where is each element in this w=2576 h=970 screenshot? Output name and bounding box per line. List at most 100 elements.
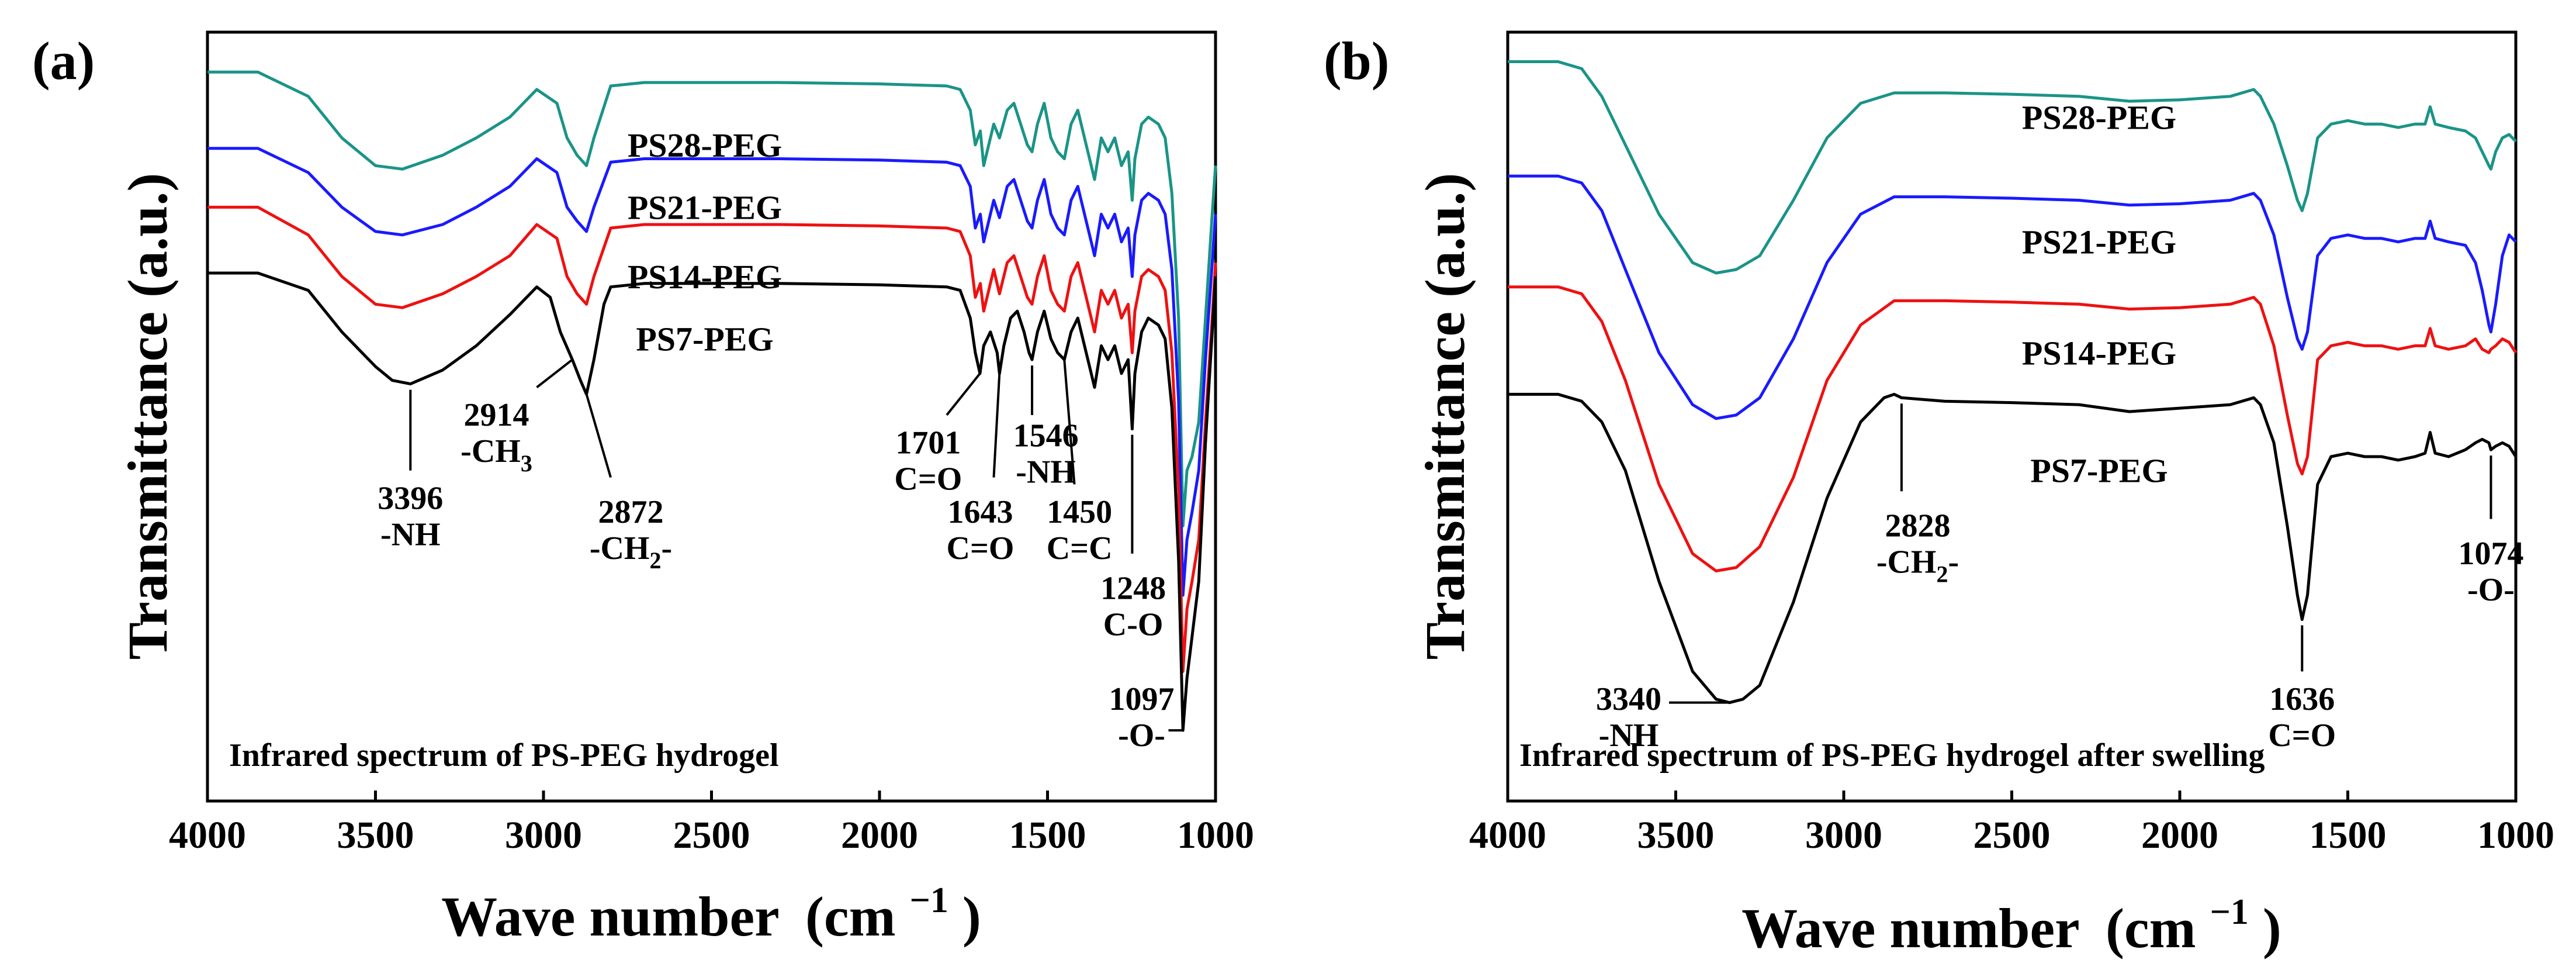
series-label-ps14-peg: PS14-PEG: [628, 258, 782, 296]
panel-a-x-axis-title-unit: (cm: [805, 885, 896, 948]
x-tick-label: 1000: [1177, 814, 1254, 857]
panel-a-y-axis-title: Transmittance (a.u.): [116, 173, 179, 660]
panel-b-caption: Infrared spectrum of PS-PEG hydrogel aft…: [1519, 737, 2265, 774]
series-line-ps7-peg: [207, 271, 1217, 732]
annotation-wavenumber: 1248: [1100, 570, 1166, 606]
peak-annotation-1097: 1097-O-: [1109, 681, 1183, 754]
x-tick-label: 3000: [505, 814, 582, 857]
annotation-wavenumber: 2872: [598, 494, 664, 530]
series-line-ps7-peg: [1508, 392, 2518, 705]
annotation-group-text: -O-: [1118, 717, 1165, 754]
annotation-group-label: C=O: [947, 530, 1015, 567]
annotation-group-label: -CH2-: [590, 530, 672, 574]
series-line-ps21-peg: [207, 147, 1217, 597]
panel-b-x-axis-title-main: Wave number: [1741, 897, 2079, 959]
annotation-group-label: C=O: [2268, 717, 2336, 754]
series-label-ps14-peg: PS14-PEG: [2022, 334, 2176, 372]
panel-b-x-ticks: 4000 3500 3000 2500 2000 1500 1000: [1469, 791, 2554, 857]
annotation-wavenumber: 2828: [1885, 508, 1951, 544]
annotation-wavenumber: 1450: [1047, 494, 1112, 530]
panel-b-series-group: PS28-PEG PS21-PEG PS14-PEG PS7-PEG: [1508, 60, 2518, 705]
peak-annotation-2914: 2914-CH3: [461, 358, 573, 477]
annotation-group-text: -NH: [1016, 454, 1076, 491]
annotation-wavenumber: 3340: [1596, 681, 1661, 717]
annotation-group-label: -O-: [1118, 717, 1165, 754]
annotation-group-text: C=O: [894, 461, 962, 497]
annotation-wavenumber: 1701: [895, 424, 961, 461]
annotation-group-label: -CH2-: [1876, 544, 1959, 588]
x-tick-label: 2500: [1973, 814, 2051, 857]
x-tick-label: 2000: [2141, 814, 2218, 857]
annotation-subscript: 2: [1937, 561, 1948, 588]
annotation-group-text: C=O: [947, 530, 1015, 567]
panel-a-x-axis-title-main: Wave number: [441, 885, 778, 948]
annotation-subscript: 2: [650, 547, 662, 574]
series-label-ps21-peg: PS21-PEG: [628, 188, 782, 226]
panel-b-label: (b): [1324, 31, 1389, 91]
annotation-subscript: 3: [521, 450, 532, 477]
annotation-group-label: -CH3: [461, 433, 532, 477]
annotation-suffix: -: [1948, 544, 1959, 581]
x-tick-label: 3500: [337, 814, 414, 857]
peak-annotation-1074: 1074-O-: [2458, 455, 2523, 608]
series-line-ps28-peg: [207, 70, 1217, 527]
x-tick-label: 1000: [2477, 814, 2554, 857]
x-tick-label: 2000: [841, 814, 918, 857]
panel-b-x-axis-title-close: ): [2263, 897, 2281, 959]
annotation-wavenumber: 2914: [464, 397, 529, 433]
annotation-group-text: -CH: [1876, 544, 1937, 581]
peak-annotation-3396: 3396-NH: [378, 389, 443, 553]
panel-a-annotation-group: 3396-NH2914-CH32872-CH2-1701C=O1643C=O15…: [378, 358, 1183, 754]
annotation-group-label: -NH: [1599, 717, 1659, 754]
x-tick-label: 4000: [169, 814, 246, 857]
annotation-group-label: -O-: [2467, 572, 2515, 608]
annotation-group-text: -O-: [2467, 572, 2515, 608]
panel-a-x-axis-title-close: ): [962, 885, 981, 948]
peak-annotation-2872: 2872-CH2-: [585, 393, 672, 574]
annotation-suffix: -: [662, 530, 673, 567]
annotation-group-label: C=C: [1047, 530, 1113, 567]
annotation-group-text: -NH: [380, 516, 441, 553]
annotation-group-text: C=C: [1047, 530, 1113, 567]
series-line-ps28-peg: [1508, 60, 2517, 275]
x-tick-label: 3500: [1637, 814, 1715, 857]
panel-b-x-axis-title: Wave number (cm −1 ): [1741, 874, 2281, 959]
annotation-wavenumber: 1636: [2269, 681, 2335, 717]
x-tick-label: 4000: [1469, 814, 1546, 857]
annotation-leader-line: [585, 393, 612, 478]
x-tick-label: 1500: [1009, 814, 1086, 857]
series-line-ps14-peg: [1508, 285, 2518, 572]
panel-a-x-axis-title-exp: −1: [910, 881, 948, 920]
panel-b-x-axis-title-unit: (cm: [2106, 897, 2196, 959]
x-tick-label: 3000: [1805, 814, 1882, 857]
series-label-ps7-peg: PS7-PEG: [2030, 452, 2168, 490]
annotation-leader-line: [946, 372, 981, 416]
series-line-ps14-peg: [207, 205, 1217, 673]
x-tick-label: 1500: [2310, 814, 2387, 857]
annotation-group-text: -CH: [461, 433, 521, 470]
series-label-ps28-peg: PS28-PEG: [2022, 98, 2176, 136]
annotation-wavenumber: 1097: [1109, 681, 1175, 717]
annotation-leader-line: [1063, 359, 1076, 485]
annotation-group-label: C-O: [1103, 606, 1164, 643]
annotation-group-text: -CH: [590, 530, 650, 567]
annotation-group-text: -NH: [1599, 717, 1659, 754]
series-label-ps21-peg: PS21-PEG: [2022, 223, 2176, 261]
panel-b: (b) PS28-PEG PS21-PEG PS14-PEG PS7-PEG 3340…: [1324, 30, 2554, 959]
series-label-ps7-peg: PS7-PEG: [636, 320, 773, 358]
annotation-wavenumber: 1074: [2458, 536, 2523, 572]
annotation-group-text: C-O: [1103, 606, 1164, 643]
panel-a-x-ticks: 4000 3500 3000 2500 2000 1500 1000: [169, 791, 1254, 857]
x-tick-label: 2500: [673, 814, 750, 857]
annotation-group-label: -NH: [1016, 454, 1076, 491]
annotation-wavenumber: 3396: [378, 480, 443, 516]
panel-a-x-axis-title: Wave number (cm −1 ): [441, 862, 981, 948]
